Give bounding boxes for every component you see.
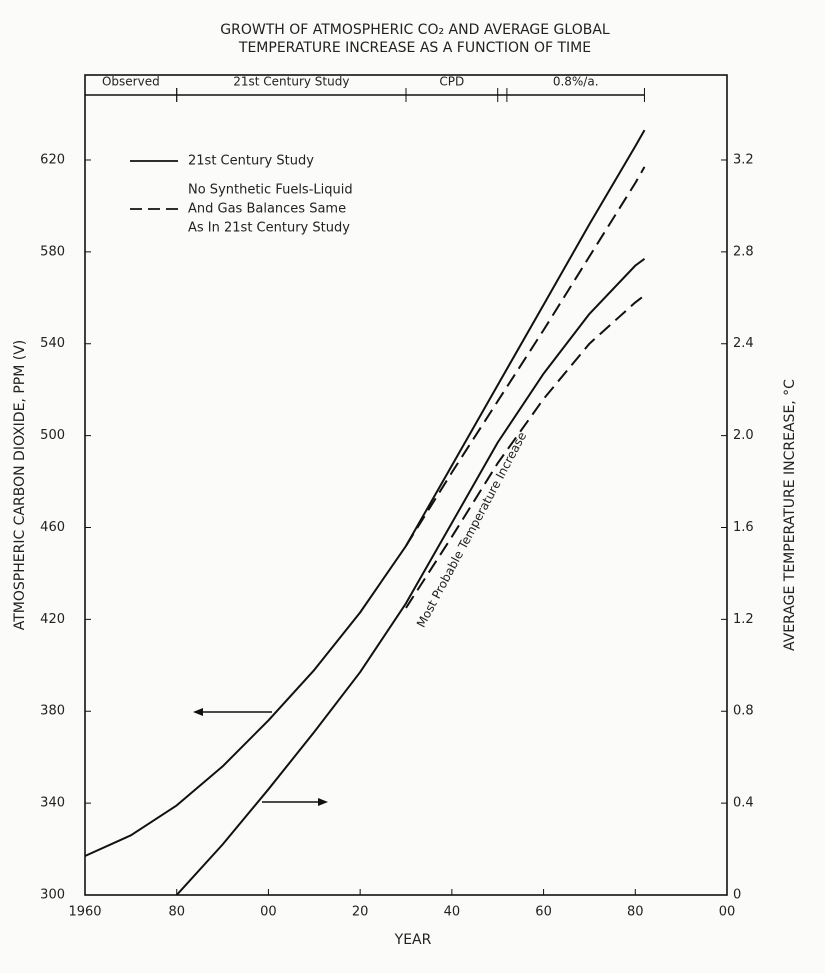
period-label: CPD [439, 75, 464, 89]
y-tick-label: 500 [40, 428, 65, 443]
y-tick-label: 620 [40, 152, 65, 167]
series-line [405, 166, 646, 547]
x-tick-label: 1960 [68, 905, 101, 920]
legend-label: As In 21st Century Study [188, 221, 350, 236]
y-tick-label: 380 [40, 704, 65, 719]
annotation: Most Probable Temperature Increase [414, 430, 529, 630]
y2-tick-label: 2.4 [733, 336, 754, 351]
y2-tick-label: 2.0 [733, 428, 754, 443]
series-line [84, 129, 646, 857]
period-label: Observed [102, 75, 160, 89]
x-tick-label: 80 [168, 905, 185, 920]
legend-label: 21st Century Study [188, 154, 314, 169]
chart-title: TEMPERATURE INCREASE AS A FUNCTION OF TI… [238, 40, 591, 56]
x-tick-label: 40 [444, 905, 461, 920]
legend-label: No Synthetic Fuels-Liquid [188, 183, 353, 198]
y2-tick-label: 3.2 [733, 152, 754, 167]
series-line [175, 257, 646, 896]
arrow-head [318, 798, 328, 806]
y-tick-label: 420 [40, 612, 65, 627]
plot-frame [84, 74, 728, 896]
y-tick-label: 580 [40, 244, 65, 259]
y2-tick-label: 0.4 [733, 796, 754, 811]
y-tick-label: 340 [40, 796, 65, 811]
y-tick-label: 540 [40, 336, 65, 351]
y-tick-label: 460 [40, 520, 65, 535]
x-tick-label: 20 [352, 905, 369, 920]
series-line [405, 294, 646, 609]
period-label: 21st Century Study [233, 75, 349, 89]
y-tick-label: 300 [40, 888, 65, 903]
x-tick-label: 00 [260, 905, 277, 920]
chart-title: GROWTH OF ATMOSPHERIC CO₂ AND AVERAGE GL… [220, 22, 610, 38]
arrow-head [193, 708, 203, 716]
x-tick-label: 80 [627, 905, 644, 920]
legend-label: And Gas Balances Same [188, 202, 346, 217]
x-axis-label: YEAR [394, 932, 432, 948]
y2-tick-label: 0 [733, 888, 741, 903]
x-tick-label: 00 [719, 905, 736, 920]
x-tick-label: 60 [535, 905, 552, 920]
period-label: 0.8%/a. [553, 75, 599, 89]
y-axis-label: ATMOSPHERIC CARBON DIOXIDE, PPM (V) [12, 340, 28, 631]
y2-tick-label: 2.8 [733, 244, 754, 259]
y2-tick-label: 0.8 [733, 704, 754, 719]
y2-tick-label: 1.6 [733, 520, 754, 535]
y2-axis-label: AVERAGE TEMPERATURE INCREASE, °C [782, 379, 798, 651]
y2-tick-label: 1.2 [733, 612, 754, 627]
